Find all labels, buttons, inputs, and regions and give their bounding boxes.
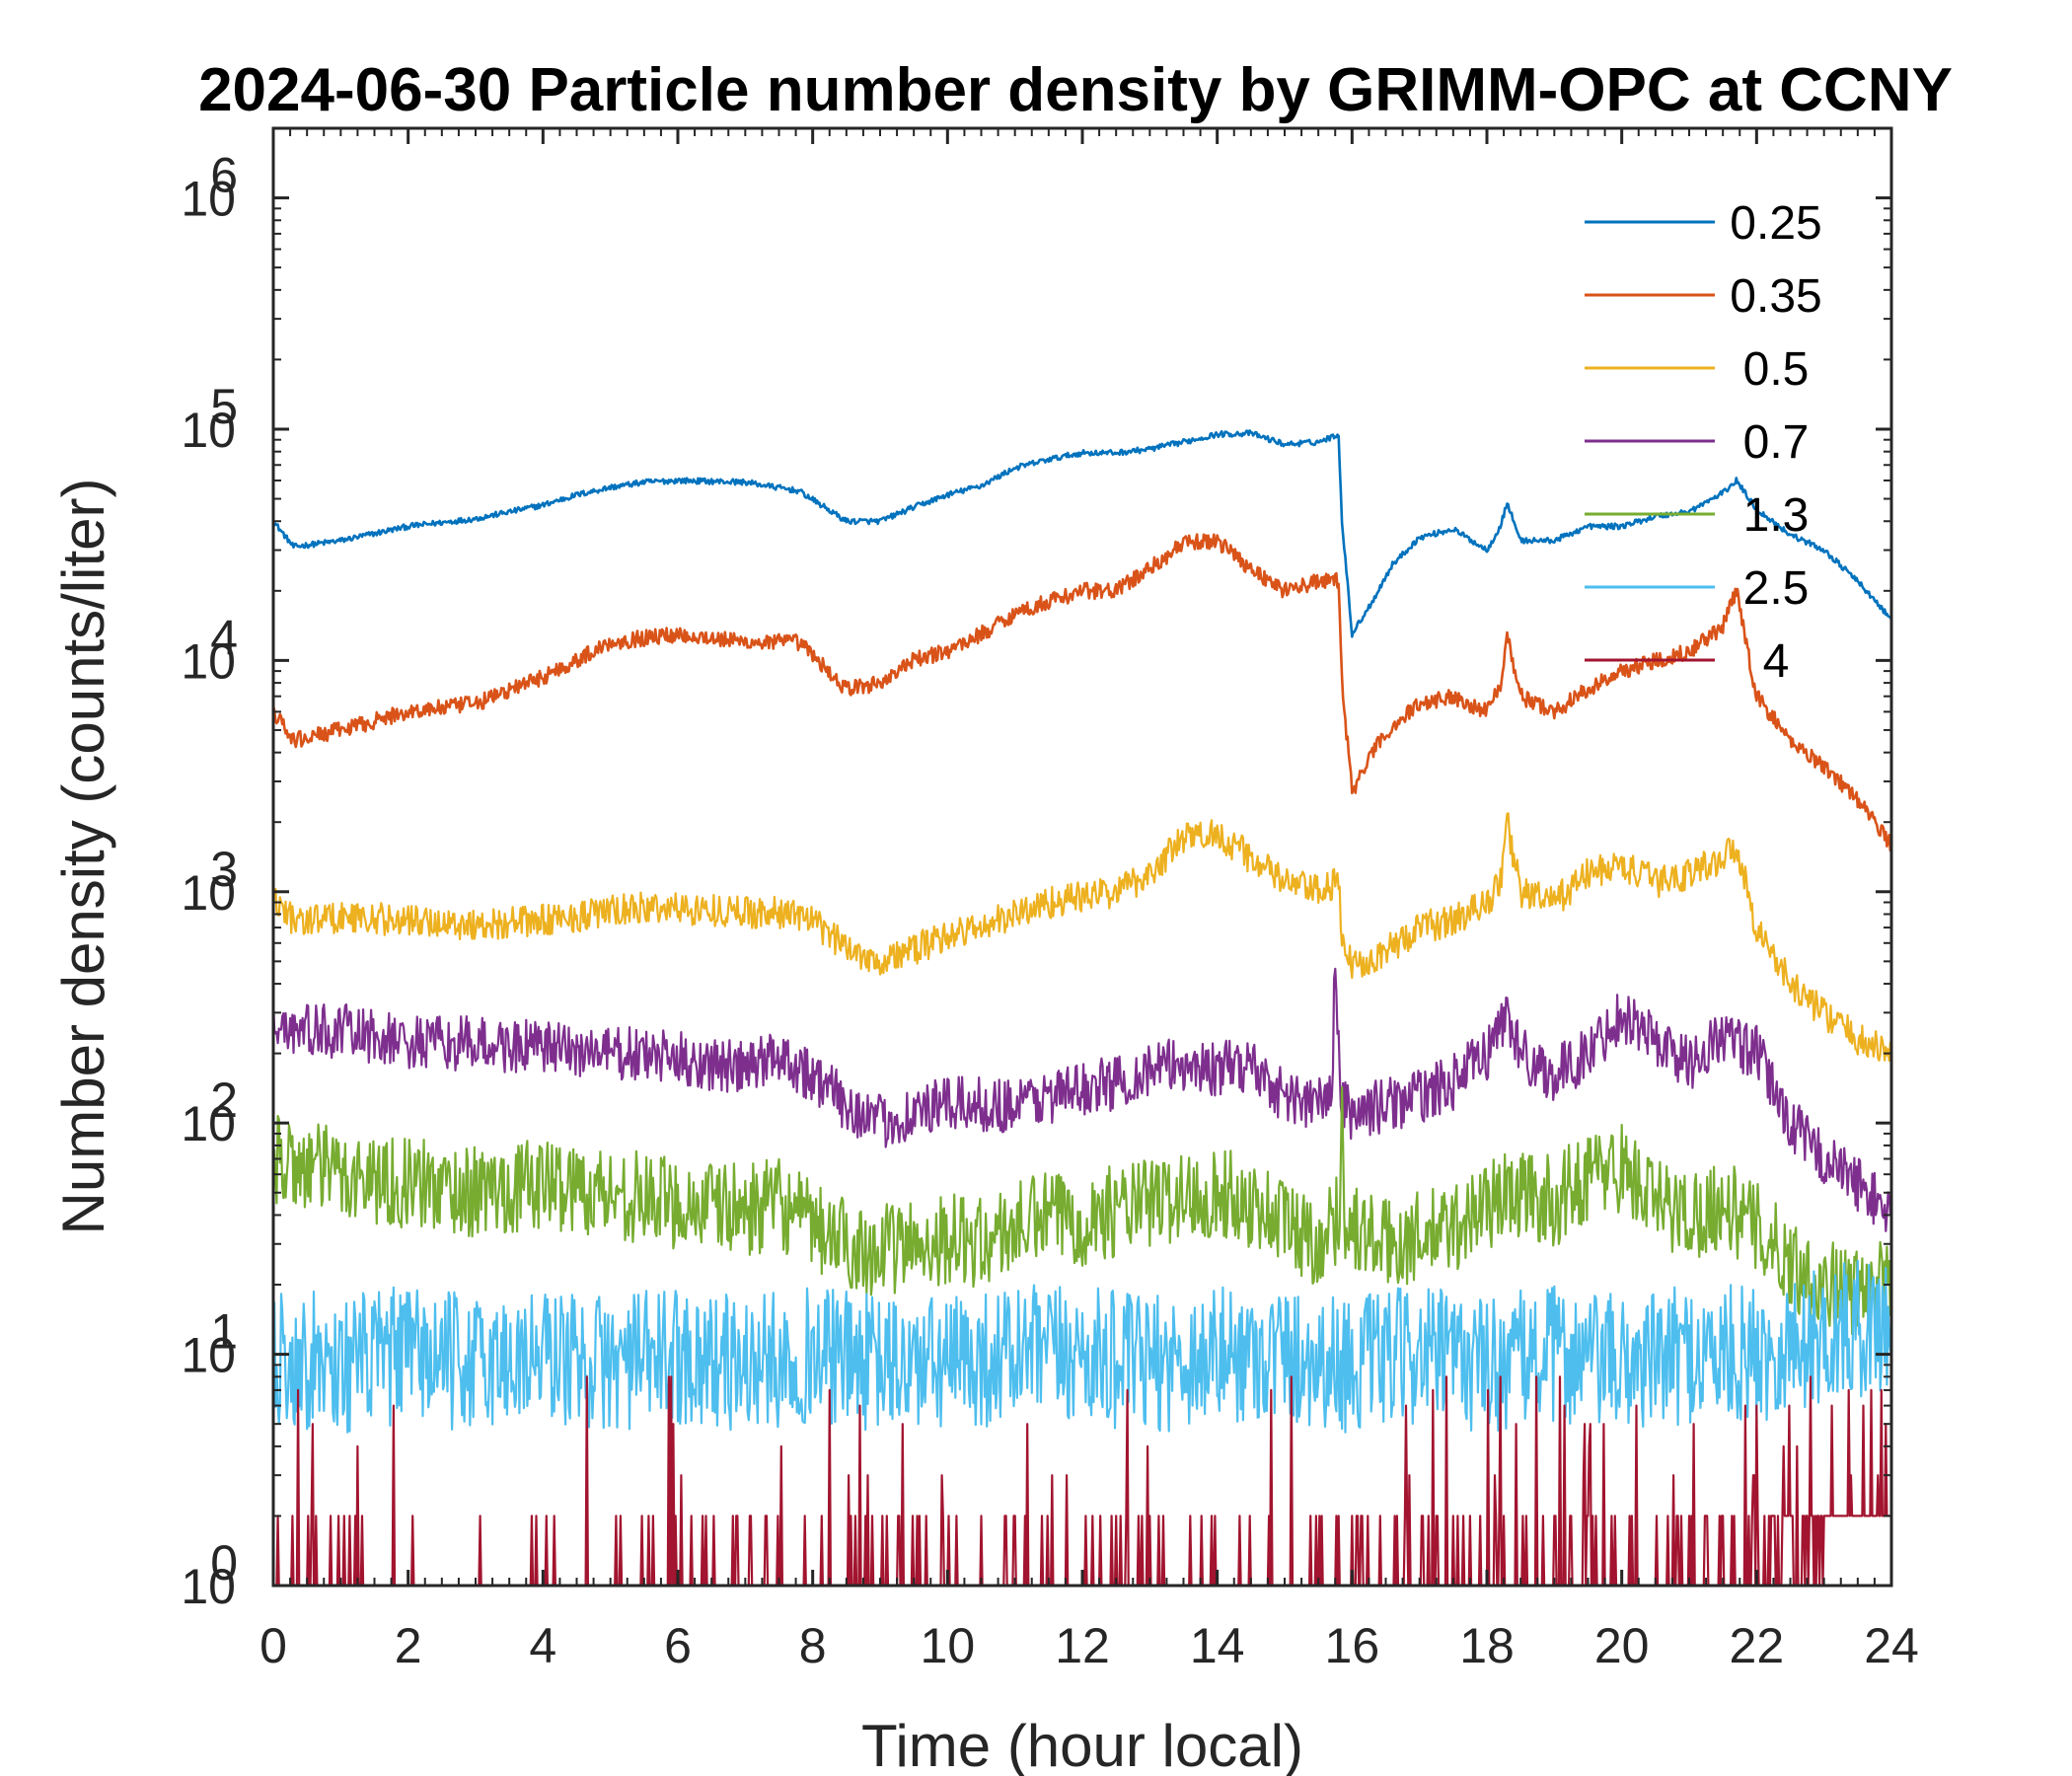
- y-tick-exponent: 4: [210, 610, 238, 665]
- chart-legend: 0.25 0.35 0.5 0.7 1.3 2.5 4: [1585, 197, 1822, 688]
- y-axis-label: Number density (counts/liter): [50, 479, 116, 1235]
- x-tick-label: 20: [1594, 1618, 1650, 1673]
- x-tick-label: 24: [1864, 1618, 1919, 1673]
- y-tick-label: 10: [181, 403, 236, 458]
- series-line-0-35: [271, 533, 1893, 852]
- x-tick-label: 10: [921, 1618, 976, 1673]
- y-tick-label: 10: [181, 172, 236, 227]
- y-tick-label: 10: [181, 1096, 236, 1151]
- legend-label: 4: [1763, 635, 1790, 688]
- chart-title: 2024-06-30 Particle number density by GR…: [198, 56, 1953, 124]
- legend-label: 1.3: [1743, 489, 1810, 542]
- y-tick-label: 10: [181, 865, 236, 921]
- plot-frame: [271, 126, 1893, 1588]
- legend-label: 0.7: [1743, 416, 1810, 469]
- x-tick-label: 4: [529, 1618, 556, 1673]
- x-tick-label: 22: [1730, 1618, 1785, 1673]
- x-tick-label: 16: [1325, 1618, 1380, 1673]
- y-tick-exponent: 6: [210, 148, 238, 203]
- x-axis-label: Time (hour local): [861, 1713, 1303, 1776]
- x-tick-label: 0: [259, 1618, 287, 1673]
- y-tick-exponent: 0: [210, 1535, 238, 1591]
- legend-label: 0.25: [1730, 197, 1821, 250]
- legend-label: 0.35: [1730, 270, 1821, 323]
- series-line-1-3: [271, 1085, 1893, 1338]
- legend-label: 0.5: [1743, 343, 1810, 396]
- legend-label: 2.5: [1743, 562, 1810, 615]
- y-tick-exponent: 1: [210, 1304, 238, 1360]
- major-ticks: [271, 128, 1893, 1588]
- x-tick-labels: 0 2 4 6 8 10 12 14 16 18 20 22 24: [259, 1618, 1919, 1673]
- y-tick-exponent: 5: [210, 379, 238, 434]
- series-line-0-7: [271, 967, 1893, 1232]
- x-tick-label: 6: [664, 1618, 692, 1673]
- series-line-2-5: [271, 1259, 1893, 1434]
- x-tick-label: 12: [1055, 1618, 1110, 1673]
- x-tick-label: 8: [799, 1618, 827, 1673]
- y-tick-label: 10: [181, 1559, 236, 1614]
- x-tick-label: 18: [1459, 1618, 1515, 1673]
- x-tick-label: 14: [1190, 1618, 1245, 1673]
- y-tick-exponent: 3: [210, 842, 238, 897]
- series-line-0-25: [271, 429, 1893, 638]
- x-tick-label: 2: [395, 1618, 422, 1673]
- y-tick-exponent: 2: [210, 1073, 238, 1128]
- series-line-0-5: [271, 812, 1893, 1062]
- y-tick-label: 10: [181, 633, 236, 689]
- y-tick-label: 10: [181, 1328, 236, 1383]
